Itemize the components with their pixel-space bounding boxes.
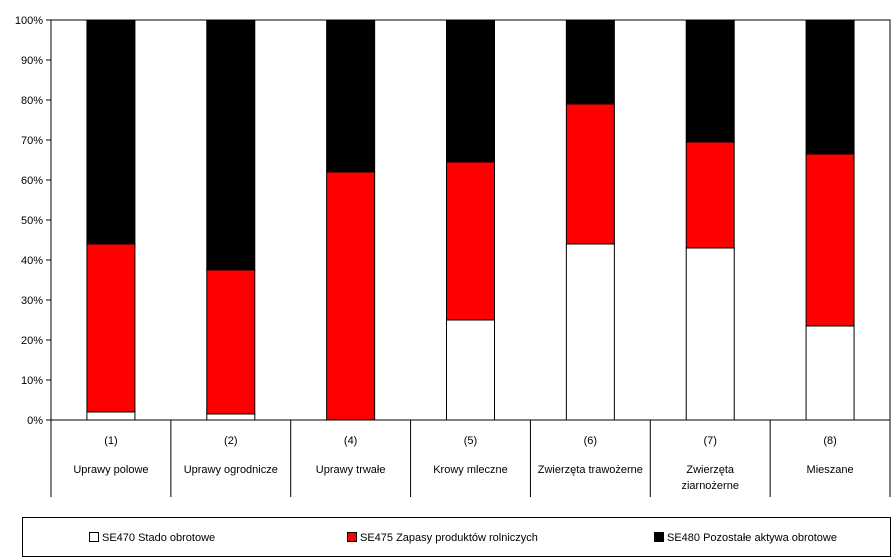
category-code: (2) (224, 435, 237, 447)
y-tick-label: 100% (15, 15, 43, 27)
category-label: ziarnożerne (681, 480, 738, 492)
category-code: (1) (104, 435, 117, 447)
legend-label-se480: SE480 Pozostałe aktywa obrotowe (667, 532, 837, 544)
legend-swatch-se470 (89, 532, 99, 542)
bar-segment-se470 (446, 319, 495, 421)
y-tick-label: 40% (21, 255, 43, 267)
category-code: (6) (584, 435, 597, 447)
bar-segment-se480 (206, 19, 256, 271)
y-tick-label: 80% (21, 95, 43, 107)
bar-segment-se480 (446, 19, 495, 163)
legend-item-se480: SE480 Pozostałe aktywa obrotowe (654, 532, 837, 544)
legend-swatch-se475 (347, 532, 357, 542)
legend: SE470 Stado obrotowe SE475 Zapasy produk… (22, 517, 891, 557)
bar-segment-se470 (805, 325, 855, 421)
bar-segment-se480 (685, 19, 735, 143)
category-label: Zwierzęta (686, 464, 735, 476)
bar-segment-se470 (565, 243, 615, 421)
legend-label-se470: SE470 Stado obrotowe (102, 532, 216, 544)
bars (86, 19, 855, 421)
y-tick-label: 10% (21, 375, 43, 387)
y-tick-label: 0% (27, 415, 43, 427)
y-tick-label: 60% (21, 175, 43, 187)
bar-segment-se480 (86, 19, 136, 245)
category-label: Mieszane (807, 464, 854, 476)
category-code: (4) (344, 435, 357, 447)
y-tick-label: 30% (21, 295, 43, 307)
category-code: (8) (823, 435, 836, 447)
legend-item-se475: SE475 Zapasy produktów rolniczych (347, 532, 538, 544)
category-code: (5) (464, 435, 477, 447)
category-label: Krowy mleczne (433, 464, 508, 476)
category-code: (7) (703, 435, 716, 447)
y-tick-label: 70% (21, 135, 43, 147)
category-label: Uprawy polowe (73, 464, 148, 476)
bar-segment-se470 (685, 247, 735, 421)
legend-item-se470: SE470 Stado obrotowe (89, 532, 215, 544)
y-tick-label: 20% (21, 335, 43, 347)
legend-label-se475: SE475 Zapasy produktów rolniczych (360, 532, 538, 544)
bar-segment-se470 (206, 413, 256, 421)
bar-segment-se475 (326, 171, 376, 421)
bar-segment-se475 (685, 141, 735, 249)
y-tick-label: 50% (21, 215, 43, 227)
bar-segment-se475 (446, 161, 495, 321)
bar-segment-se480 (565, 19, 615, 105)
axes: 0% 10% 20% 30% 40% 50% 60% 70% 80% 90% 100% (1) Upra… (15, 15, 891, 497)
bar-segment-se470 (86, 411, 136, 421)
category-label: Zwierzęta trawożerne (538, 464, 643, 476)
bar-segment-se475 (805, 153, 855, 327)
bar-segment-se480 (326, 19, 376, 173)
bar-segment-se475 (206, 269, 256, 415)
legend-swatch-se480 (654, 532, 664, 542)
y-tick-label: 90% (21, 55, 43, 67)
category-label: Uprawy trwałe (316, 464, 386, 476)
category-label: Uprawy ogrodnicze (184, 464, 278, 476)
bar-segment-se475 (565, 103, 615, 245)
bar-segment-se480 (805, 19, 855, 155)
bar-segment-se475 (86, 243, 136, 413)
